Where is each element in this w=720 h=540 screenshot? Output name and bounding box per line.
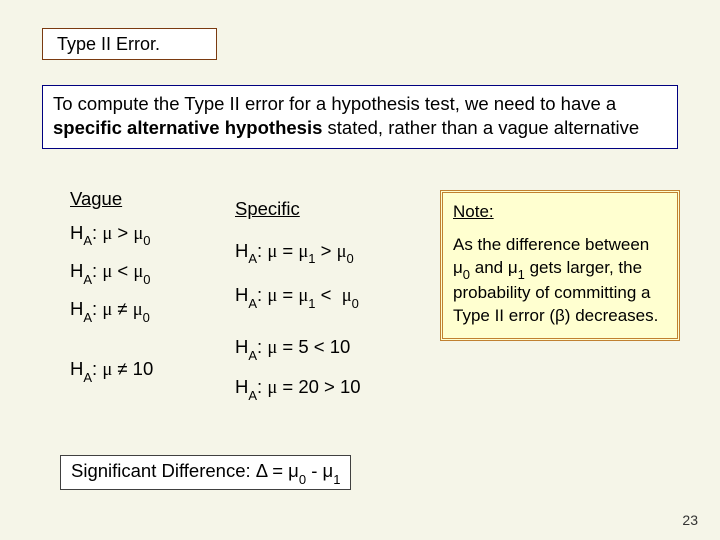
vague-column: Vague HA: μ > μ0 HA: μ < μ0 HA: μ ≠ μ0 H… xyxy=(70,185,230,394)
significant-difference-box: Significant Difference: Δ = μ0 - μ1 xyxy=(60,455,351,490)
intro-post: stated, rather than a vague alternative xyxy=(322,117,639,138)
title-box: Type II Error. xyxy=(42,28,217,60)
vague-heading: Vague xyxy=(70,185,230,213)
intro-paragraph: To compute the Type II error for a hypot… xyxy=(42,85,678,149)
note-body: As the difference between μ0 and μ1 gets… xyxy=(453,235,658,325)
specific-heading: Specific xyxy=(235,195,435,223)
specific-row: HA: μ = 20 > 10 xyxy=(235,373,435,403)
note-heading: Note: xyxy=(453,201,667,224)
sigdiff-label: Significant Difference: Δ = μ0 - μ1 xyxy=(71,460,340,481)
note-box: Note: As the difference between μ0 and μ… xyxy=(440,190,680,341)
specific-row: HA: μ = μ1 > μ0 xyxy=(235,237,435,267)
vague-row: HA: μ ≠ μ0 xyxy=(70,295,230,325)
slide-title: Type II Error. xyxy=(57,34,160,55)
vague-row: HA: μ ≠ 10 xyxy=(70,355,230,385)
specific-row: HA: μ = μ1 < μ0 xyxy=(235,281,435,311)
specific-row: HA: μ = 5 < 10 xyxy=(235,333,435,363)
page-number: 23 xyxy=(682,512,698,528)
specific-column: Specific HA: μ = μ1 > μ0 HA: μ = μ1 < μ0… xyxy=(235,195,435,412)
intro-bold: specific alternative hypothesis xyxy=(53,117,322,138)
vague-row: HA: μ > μ0 xyxy=(70,219,230,249)
vague-row: HA: μ < μ0 xyxy=(70,257,230,287)
intro-pre: To compute the Type II error for a hypot… xyxy=(53,93,616,114)
